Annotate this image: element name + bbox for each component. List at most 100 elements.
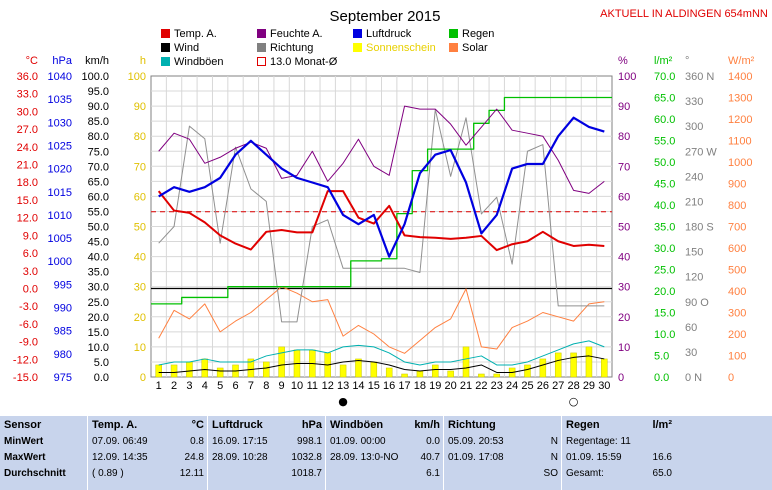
axis-tick-kmh: 95.0 [88,86,109,98]
stats-row: 6.1 [326,466,444,482]
stats-cell-label: 01.09. 00:00 [330,436,386,447]
axis-tick-dir: 150 [685,247,703,259]
legend-label: Temp. A. [174,28,217,40]
axis-tick-temp: 24.0 [17,142,38,154]
x-tick-label: 22 [475,380,487,392]
axis-tick-kmh: 60.0 [88,191,109,203]
sunshine-bar [493,373,500,378]
legend-swatch [449,29,458,38]
axis-tick-pct: 90 [618,101,630,113]
legend-label: 13.0 Monat-Ø [270,56,338,68]
stats-cell-label: 28.09. 13:0-NO [330,452,399,463]
stats-cell-label: MaxWert [4,452,46,463]
sunshine-bar [524,364,531,378]
axis-tick-temp: 12.0 [17,213,38,225]
axis-tick-temp: 18.0 [17,177,38,189]
axis-tick-hours: 60 [134,191,146,203]
axis-tick-dir: 180 S [685,222,714,234]
x-tick-label: 19 [429,380,441,392]
chart-title: September 2015 [330,8,441,25]
series-wind [158,355,605,373]
axis-tick-hpa: 1025 [48,140,72,152]
stats-row: 1018.7 [208,466,326,482]
sunshine-bar [601,358,608,378]
axis-tick-hpa: 1040 [48,71,72,83]
axis-unit-temp: °C [26,55,38,67]
x-tick-label: 28 [567,380,579,392]
axis-tick-hpa: 1015 [48,187,72,199]
axis-tick-kmh: 85.0 [88,116,109,128]
axis-tick-solar: 1100 [728,136,752,148]
stats-column-header: Temp. A. °C [88,416,208,434]
stats-cell-label: 16.09. 17:15 [212,436,268,447]
x-tick-label: 20 [445,380,457,392]
axis-tick-pct: 50 [618,222,630,234]
axis-tick-temp: 6.0 [23,248,38,260]
legend-label: Luftdruck [366,28,412,40]
x-tick-label: 14 [352,380,364,392]
axis-tick-dir: 210 [685,196,703,208]
stats-column: Regen l/m² Regentage: 11 01.09. 15:59 16.6 Ge… [562,416,676,490]
axis-tick-hpa: 975 [54,372,72,384]
stats-row: 05.09. 20:53 N [444,434,562,450]
stats-cell-value: 6.1 [426,468,440,479]
x-tick-label: 11 [307,380,318,392]
axis-tick-hours: 20 [134,312,146,324]
axis-tick-hours: 40 [134,252,146,264]
axis-unit-hours: h [140,55,146,67]
legend-label: Windböen [174,56,224,68]
stats-header-label: Regen [566,419,600,431]
axis-tick-kmh: 55.0 [88,206,109,218]
legend-swatch [161,29,170,38]
axis-tick-kmh: 80.0 [88,131,109,143]
stats-divider [325,416,326,490]
sunshine-bar [170,364,178,378]
axis-unit-solar: W/m² [728,55,755,67]
x-tick-label: 12 [322,380,334,392]
stats-cell-label: Durchschnitt [4,468,66,479]
axis-tick-solar: 600 [728,243,746,255]
axis-tick-hours: 30 [134,282,146,294]
axis-tick-solar: 400 [728,286,746,298]
stats-row: SO [444,466,562,482]
sunshine-bar [570,352,577,378]
axis-tick-solar: 1400 [728,71,752,83]
stats-column: Temp. A. °C 07.09. 06:49 0.8 12.09. 14:35 24.… [88,416,208,490]
axis-unit-pct: % [618,55,628,67]
stats-cell-label: MinWert [4,436,44,447]
x-tick-label: 8 [263,380,269,392]
axis-tick-kmh: 45.0 [88,237,109,249]
legend-label: Wind [174,42,199,54]
axis-tick-temp: -3.0 [19,301,38,313]
axis-tick-kmh: 90.0 [88,101,109,113]
sunshine-bar [432,364,439,378]
sunshine-bar [385,367,393,378]
sunshine-bar [447,370,454,378]
legend-label: Regen [462,28,494,40]
sunshine-bar [370,361,378,378]
axis-tick-pct: 0 [618,372,624,384]
axis-tick-hpa: 990 [54,303,72,315]
stats-header-label: Windböen [330,419,384,431]
axis-tick-pct: 30 [618,282,630,294]
axis-unit-rain: l/m² [654,55,673,67]
legend-label: Solar [462,42,488,54]
statistics-table: Sensor MinWert MaxWert Durchschnitt Temp. A.… [0,416,772,490]
sunshine-bar [278,346,285,378]
stats-header-label: Luftdruck [212,419,263,431]
stats-row: Gesamt: 65.0 [562,466,676,482]
stats-column: Richtung 05.09. 20:53 N 01.09. 17:08 N SO [444,416,562,490]
axis-tick-hpa: 1020 [48,164,72,176]
stats-divider [207,416,208,490]
axis-tick-temp: 3.0 [23,266,38,278]
x-tick-label: 10 [291,380,303,392]
sunshine-bar [554,352,562,378]
axis-tick-hpa: 1010 [48,210,72,222]
stats-cell-value: 1032.8 [291,452,322,463]
axis-tick-pct: 80 [618,131,630,143]
x-tick-label: 30 [598,380,610,392]
x-tick-label: 18 [414,380,426,392]
legend-swatch [257,43,266,52]
axis-tick-hours: 80 [134,131,146,143]
sunshine-bar [201,358,209,378]
